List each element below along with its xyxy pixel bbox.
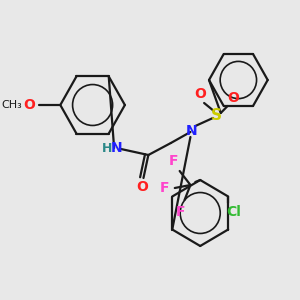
Text: O: O [23, 98, 35, 112]
Text: F: F [169, 154, 178, 168]
Text: Cl: Cl [226, 206, 242, 220]
Text: O: O [194, 87, 206, 101]
Text: S: S [211, 107, 222, 122]
Text: O: O [136, 180, 148, 194]
Text: O: O [227, 91, 239, 105]
Text: F: F [176, 205, 185, 219]
Text: CH₃: CH₃ [1, 100, 22, 110]
Text: F: F [160, 181, 170, 195]
Text: N: N [111, 141, 123, 155]
Text: H: H [102, 142, 112, 154]
Text: N: N [186, 124, 197, 138]
